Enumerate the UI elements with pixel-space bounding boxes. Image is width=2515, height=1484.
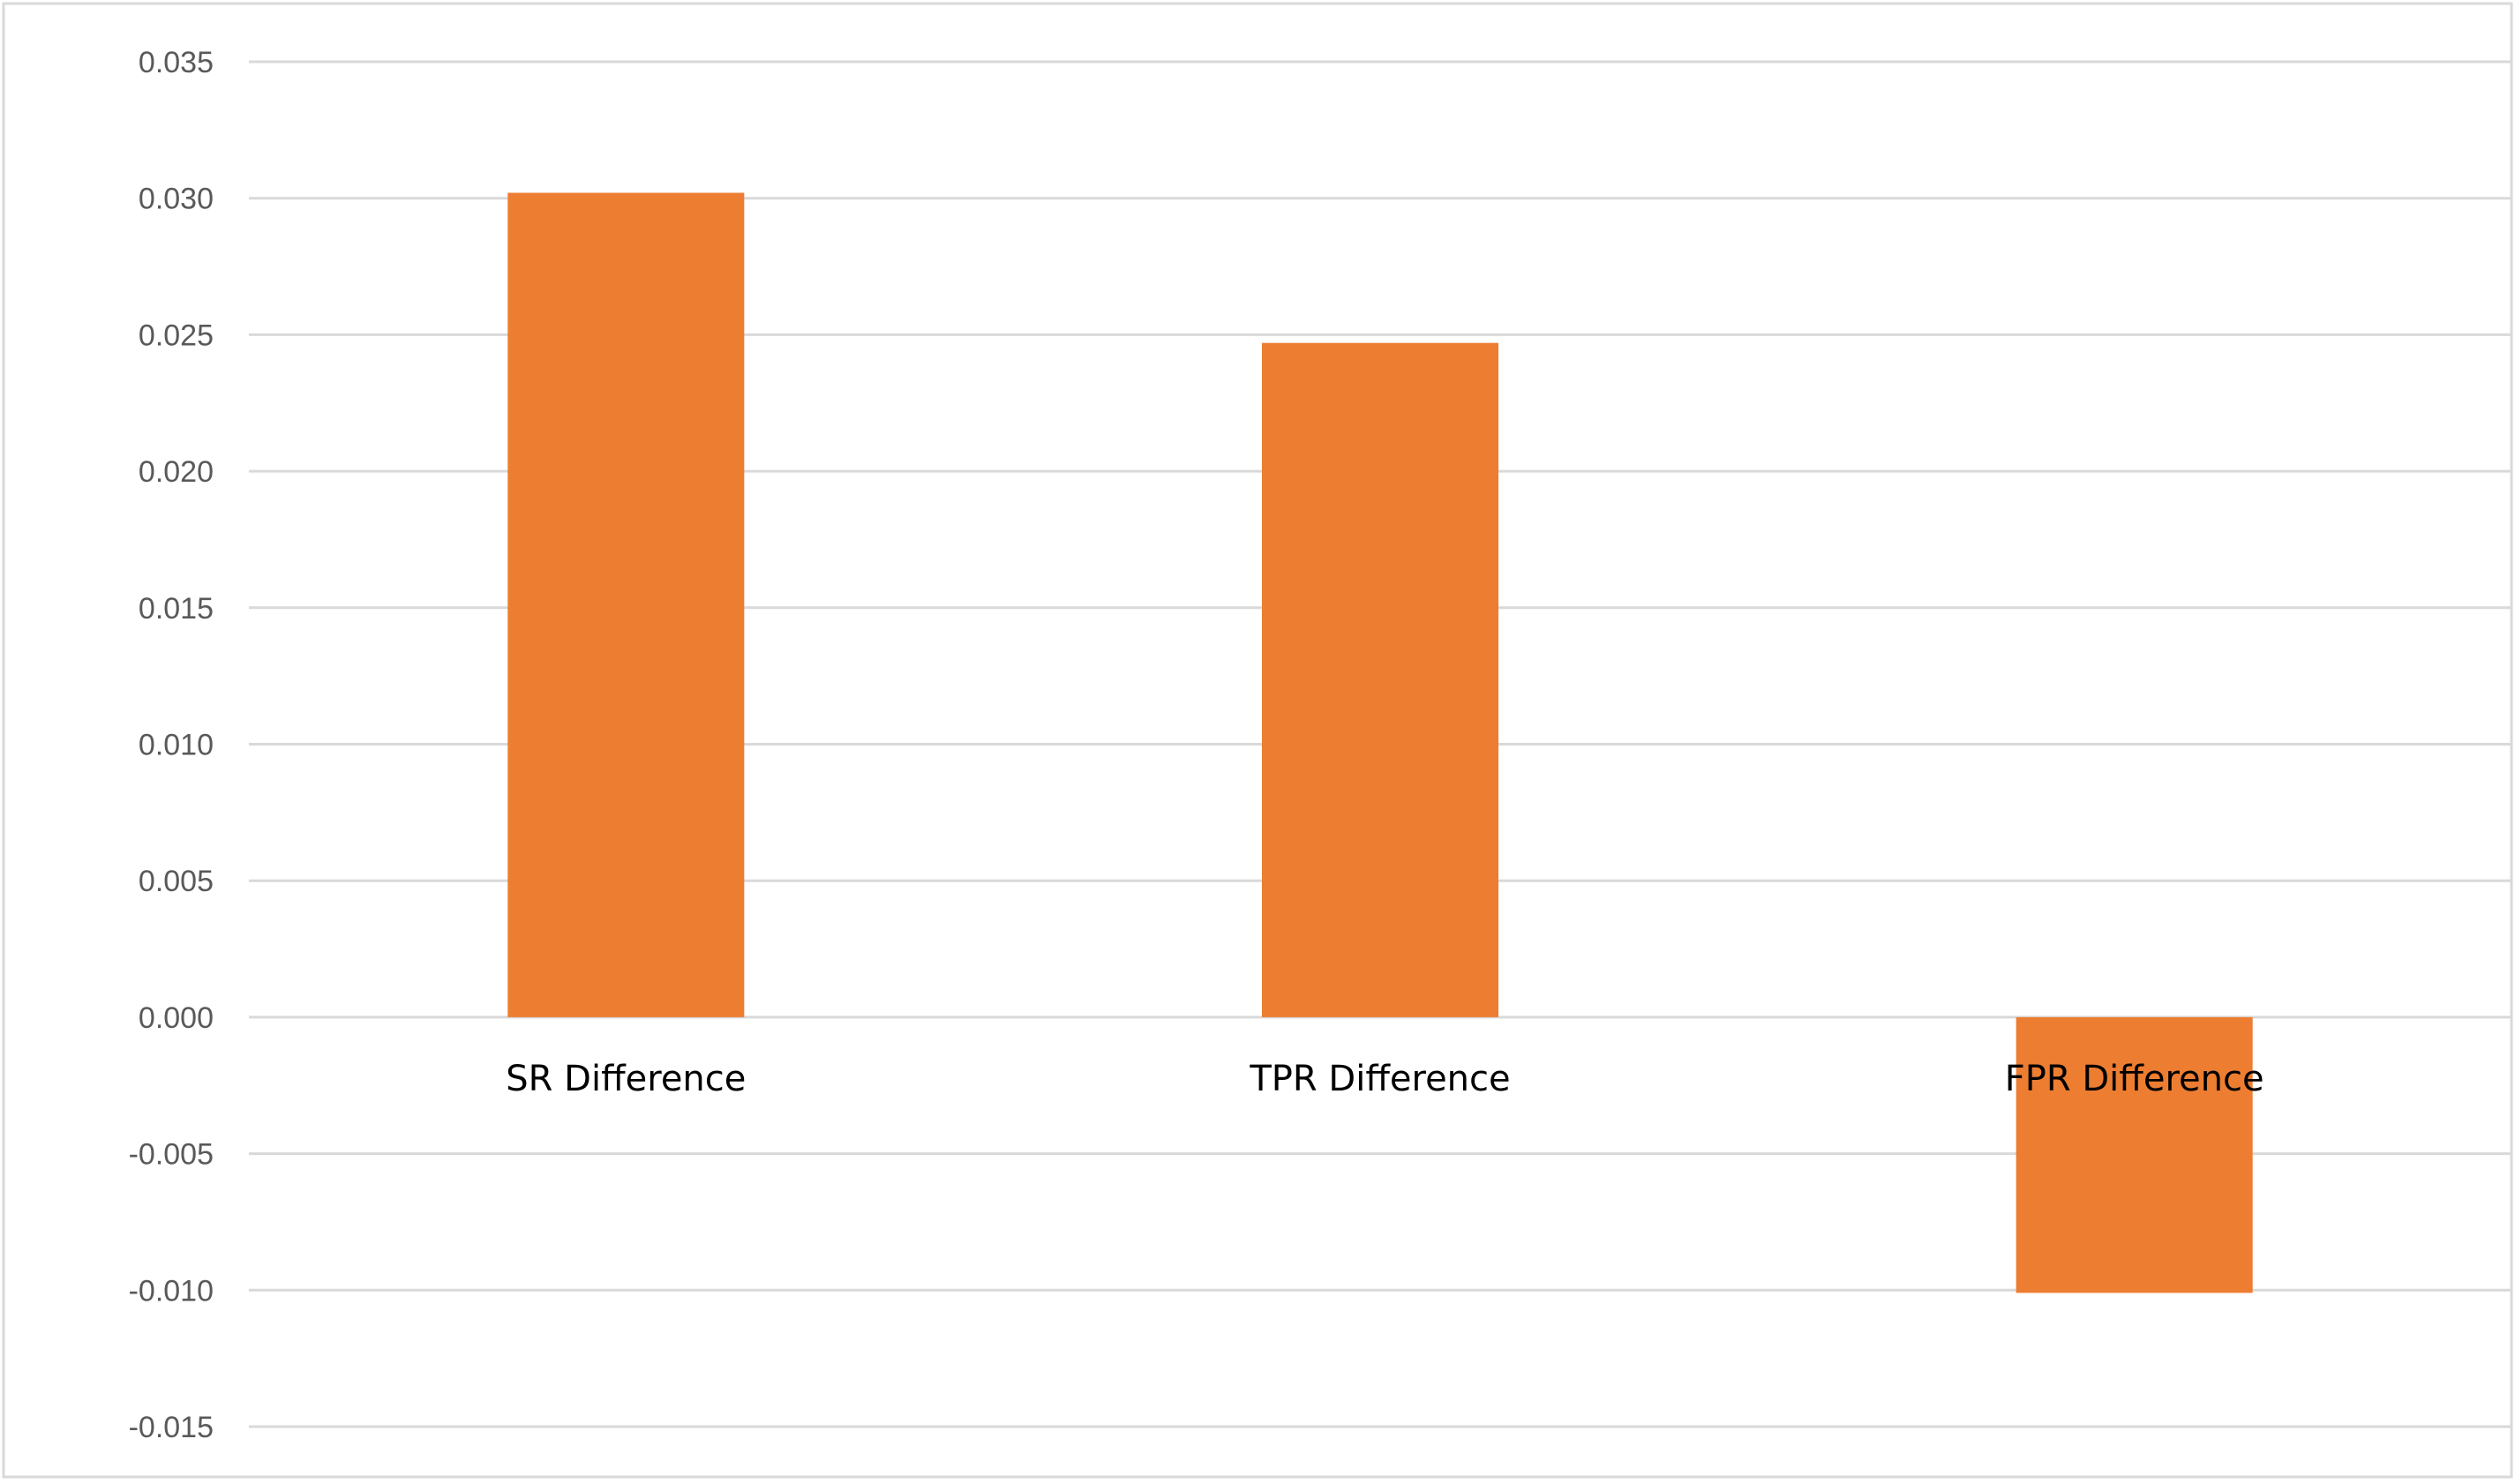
y-axis-tick-labels: 0.035 0.030 0.025 0.020 0.015 0.010 0.005 0.000… [129,46,214,1444]
bar [2016,1016,2253,1293]
bar [507,192,745,1017]
y-tick-label: 0.030 [139,183,214,216]
category-label: SR Difference [506,1059,746,1099]
category-label: FPR Difference [2005,1059,2264,1099]
y-tick-label: -0.015 [129,1411,214,1444]
y-tick-label: 0.015 [139,592,214,626]
y-tick-label: -0.010 [129,1274,214,1308]
category-label: TPR Difference [1249,1059,1510,1099]
y-tick-label: 0.020 [139,455,214,489]
y-tick-label: 0.010 [139,729,214,762]
y-tick-label: 0.005 [139,865,214,898]
x-axis-category-labels: SR Difference TPR Difference FPR Differenc… [506,1059,2264,1099]
y-tick-label: 0.035 [139,46,214,79]
y-tick-label: 0.025 [139,319,214,352]
bar [1262,342,1498,1017]
y-tick-label: 0.000 [139,1001,214,1035]
y-tick-label: -0.005 [129,1138,214,1172]
bars [507,192,2253,1293]
